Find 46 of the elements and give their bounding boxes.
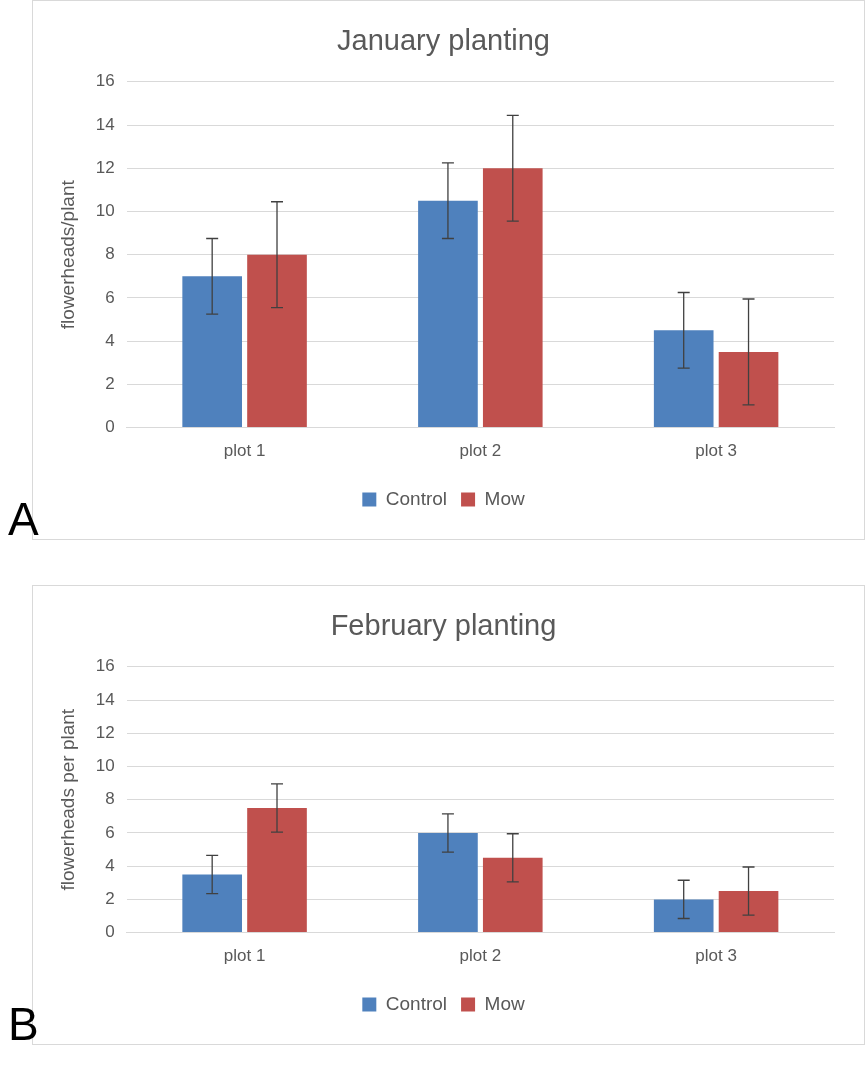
y-tick-label: 10 xyxy=(95,201,115,221)
y-tick-label: 6 xyxy=(105,822,115,842)
y-axis-title: flowerheads/plant xyxy=(56,179,78,330)
y-tick-label: 14 xyxy=(95,114,115,134)
bar xyxy=(182,276,242,428)
bar xyxy=(718,891,779,933)
x-tick-label: plot 2 xyxy=(459,441,502,461)
y-axis-title: flowerheads per plant xyxy=(56,708,78,891)
x-tick-label: plot 1 xyxy=(223,441,266,461)
y-tick-label: 8 xyxy=(105,789,115,809)
text: B xyxy=(8,997,39,1051)
y-tick-label: 0 xyxy=(105,417,115,437)
legend-label: Control xyxy=(385,992,448,1014)
y-tick-label: 16 xyxy=(95,71,115,91)
y-tick-label: 0 xyxy=(105,922,115,942)
x-tick-label: plot 2 xyxy=(459,946,502,966)
y-tick-label: 12 xyxy=(95,157,115,177)
bar xyxy=(482,857,543,933)
bar xyxy=(182,874,242,933)
x-tick-label: plot 3 xyxy=(695,441,737,461)
bar xyxy=(482,168,543,428)
bar xyxy=(418,200,478,428)
bar xyxy=(418,832,478,933)
bar xyxy=(247,808,307,933)
bar xyxy=(653,330,714,428)
legend-label: Mow xyxy=(484,992,525,1014)
y-tick-label: 2 xyxy=(105,374,115,394)
y-tick-label: 10 xyxy=(95,756,115,776)
y-tick-label: 14 xyxy=(95,689,115,709)
y-tick-label: 2 xyxy=(105,889,115,909)
y-tick-label: 8 xyxy=(105,244,115,264)
chart-title: January planting xyxy=(337,24,550,57)
legend-label: Mow xyxy=(484,487,525,509)
y-tick-label: 4 xyxy=(105,330,115,350)
text: A xyxy=(8,492,39,546)
x-tick-label: plot 3 xyxy=(695,946,737,966)
bar xyxy=(653,899,714,933)
legend-label: Control xyxy=(385,487,448,509)
bar xyxy=(718,351,779,428)
chart-title: February planting xyxy=(330,609,557,642)
y-tick-label: 4 xyxy=(105,855,115,875)
y-tick-label: 16 xyxy=(95,656,115,676)
bar xyxy=(247,254,307,428)
y-tick-label: 12 xyxy=(95,722,115,742)
x-tick-label: plot 1 xyxy=(223,946,266,966)
y-tick-label: 6 xyxy=(105,287,115,307)
